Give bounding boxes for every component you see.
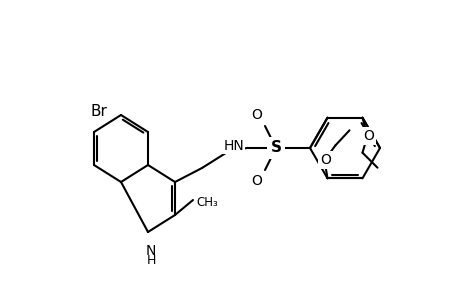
Text: O: O [319, 153, 330, 167]
Text: HN: HN [223, 139, 243, 153]
Text: S: S [270, 140, 281, 155]
Text: N: N [146, 244, 156, 258]
Text: H: H [146, 254, 155, 267]
Text: O: O [362, 129, 373, 143]
Text: O: O [251, 108, 262, 122]
Text: O: O [251, 174, 262, 188]
Text: CH₃: CH₃ [196, 196, 217, 208]
Text: Br: Br [90, 104, 107, 119]
